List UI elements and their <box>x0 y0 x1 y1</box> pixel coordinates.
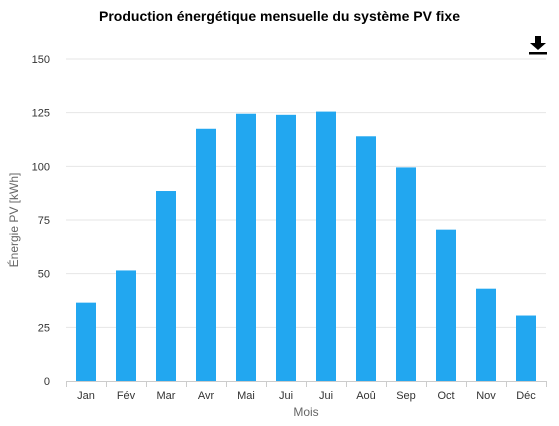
x-axis-ticks: Jan Fév Mar Avr Mai Jui Jui Aoû Sep Oct Nov Déc <box>77 390 536 402</box>
download-button[interactable] <box>528 35 548 55</box>
bars <box>76 111 536 382</box>
y-tick-label: 125 <box>32 108 50 120</box>
x-tick-label: Jui <box>319 390 333 402</box>
x-axis-title: Mois <box>293 405 318 419</box>
bar <box>196 128 216 381</box>
y-tick-label: 0 <box>44 376 50 388</box>
x-tick-label: Jui <box>279 390 293 402</box>
x-tick-label: Fév <box>117 390 136 402</box>
y-tick-label: 100 <box>32 161 50 173</box>
y-axis-title: Énergie PV [kWh] <box>6 173 21 268</box>
x-tick-label: Oct <box>437 390 454 402</box>
x-tick-label: Sep <box>396 390 416 402</box>
y-tick-label: 150 <box>32 54 50 66</box>
bar <box>516 315 536 381</box>
x-tick-label: Nov <box>476 390 496 402</box>
bar <box>236 113 256 382</box>
bar <box>436 229 456 381</box>
y-axis-ticks: 0 25 50 75 100 125 150 <box>32 54 50 388</box>
x-tick-label: Avr <box>198 390 215 402</box>
y-tick-label: 75 <box>38 215 50 227</box>
bar <box>396 167 416 381</box>
gridlines <box>66 58 546 328</box>
chart-title: Production énergétique mensuelle du syst… <box>99 8 460 24</box>
x-tick-label: Déc <box>516 390 536 402</box>
bar <box>116 270 136 381</box>
x-tick-label: Mai <box>237 390 255 402</box>
x-axis <box>66 381 547 387</box>
download-icon <box>529 36 547 55</box>
bar <box>76 302 96 381</box>
x-tick-label: Mar <box>157 390 176 402</box>
bar <box>316 111 336 382</box>
bar <box>276 114 296 382</box>
y-tick-label: 25 <box>38 322 50 334</box>
x-tick-label: Aoû <box>356 390 376 402</box>
y-tick-label: 50 <box>38 269 50 281</box>
bar <box>476 288 496 381</box>
bar <box>356 136 376 381</box>
x-tick-label: Jan <box>77 390 95 402</box>
bar <box>156 191 176 381</box>
